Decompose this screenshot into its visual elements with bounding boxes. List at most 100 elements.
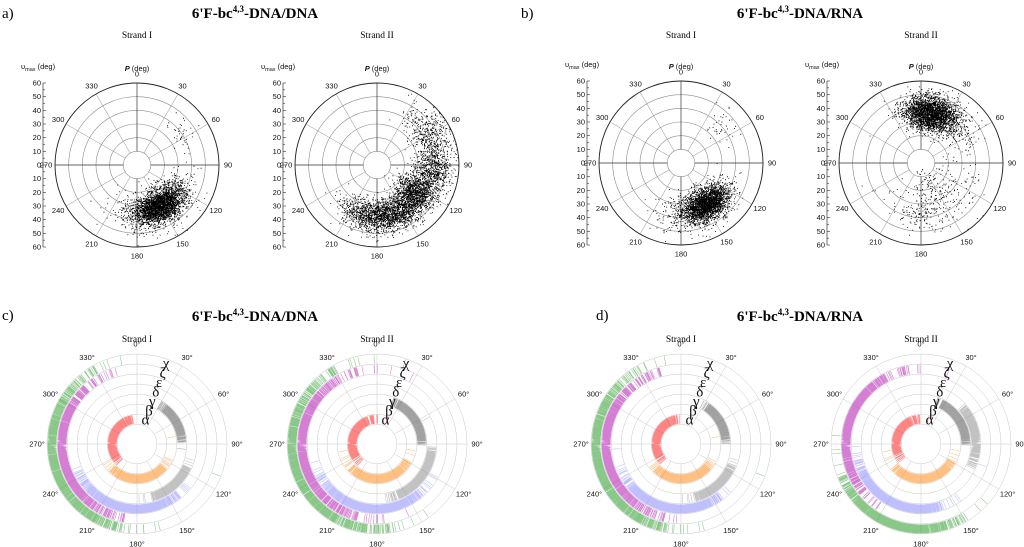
angle-tick-label: 270°: [813, 440, 829, 449]
radial-tick-label: 30: [33, 120, 41, 129]
scatter-points: [631, 102, 744, 243]
scatter-points: [325, 93, 459, 245]
angle-tick-label: 300: [52, 115, 65, 124]
radial-tick-label: 60: [273, 79, 281, 88]
angle-tick-label: 60: [212, 115, 220, 124]
grid-spoke: [635, 365, 672, 427]
scatter-points: [861, 86, 987, 245]
grid-spoke: [930, 365, 967, 427]
angular-axis-label: P (deg): [669, 62, 694, 71]
angle-tick-label: 180: [915, 250, 928, 259]
radial-tick-label: 30: [577, 118, 585, 127]
torsion-label: χ: [162, 356, 170, 372]
angle-tick-label: 240: [836, 204, 849, 213]
grid-spoke: [692, 121, 753, 157]
radial-tick-label: 20: [273, 188, 281, 197]
angle-tick-label: 120: [210, 206, 223, 215]
angle-tick-label: 210°: [79, 526, 95, 535]
radial-tick-label: 50: [817, 227, 825, 236]
polar-plot-a-strand-2: 0306090120150180210240270300330010102020…: [261, 62, 472, 261]
grid-spoke: [388, 123, 449, 159]
panel-b-title: 6'F-bc4,3-DNA/RNA: [737, 4, 863, 22]
radial-tick-label: 10: [273, 174, 281, 183]
angle-tick-label: 0: [375, 70, 379, 79]
angle-tick-label: 270°: [269, 440, 285, 449]
angle-tick-label: 300°: [827, 390, 843, 399]
torsion-label: χ: [706, 356, 714, 372]
angle-tick-label: 240: [292, 206, 305, 215]
radial-tick-label: 20: [33, 133, 41, 142]
angle-tick-label: 240: [52, 206, 65, 215]
radial-axis-label: υmax (deg): [21, 62, 56, 73]
angle-tick-label: 120°: [760, 490, 776, 499]
grid-spoke: [305, 123, 366, 159]
panel-a-strand-2-label: Strand II: [360, 31, 394, 41]
angle-tick-label: 0°: [133, 340, 140, 349]
grid-spoke: [383, 93, 419, 154]
angle-tick-label: 300°: [43, 390, 59, 399]
radial-tick-label: 20: [577, 131, 585, 140]
radial-tick-label: 60: [273, 243, 281, 252]
angle-tick-label: 90: [224, 161, 232, 170]
angle-tick-label: 180: [131, 252, 144, 261]
angle-tick-label: 30: [178, 82, 186, 91]
angle-tick-label: 90: [768, 159, 776, 168]
ring-ε: [851, 446, 987, 514]
torsion-label: χ: [946, 356, 954, 372]
torsion-label: ε: [940, 375, 946, 391]
angle-tick-label: 0: [679, 68, 683, 77]
angle-tick-label: 180: [675, 250, 688, 259]
radial-axis-label: υmax (deg): [805, 60, 840, 71]
radial-tick-label: 40: [33, 215, 41, 224]
ring-ε: [310, 460, 438, 514]
grid-spoke: [879, 174, 915, 235]
radial-tick-label: 50: [577, 90, 585, 99]
ring-β: [103, 436, 176, 484]
panel-a-strand-1-label: Strand I: [122, 31, 152, 41]
torsion-label: δ: [152, 384, 159, 400]
grid-spoke: [335, 93, 371, 154]
grid-spoke: [383, 176, 419, 237]
angle-tick-label: 180: [371, 252, 384, 261]
torsion-label: δ: [936, 384, 943, 400]
radial-tick-label: 50: [817, 90, 825, 99]
grid-spoke: [690, 365, 727, 427]
grid-spoke: [386, 365, 423, 427]
ring-α: [891, 414, 930, 463]
panel-d-strand-1-label: Strand I: [666, 335, 696, 345]
radial-tick-label: 20: [273, 133, 281, 142]
torsion-label: ε: [156, 375, 162, 391]
ring-α: [107, 415, 134, 466]
grid-circle: [900, 423, 942, 465]
angle-tick-label: 60: [452, 115, 460, 124]
panel-letter-c: c): [2, 308, 14, 324]
panel-letter-d: d): [596, 308, 609, 324]
grid-spoke: [927, 174, 963, 235]
angle-tick-label: 180°: [129, 540, 145, 547]
grid-circle: [123, 151, 151, 179]
angular-axis-label: P (deg): [125, 64, 150, 73]
angle-tick-label: 240°: [43, 490, 59, 499]
torsion-label: χ: [402, 356, 410, 372]
grid-spoke: [148, 123, 209, 159]
radial-axis-label: υmax (deg): [261, 62, 296, 73]
grid-spoke: [331, 365, 368, 427]
angle-tick-label: 90: [464, 161, 472, 170]
ring-χ: [47, 356, 221, 534]
angle-tick-label: 300: [596, 113, 609, 122]
angle-tick-label: 180°: [673, 540, 689, 547]
grid-circle: [356, 423, 398, 465]
angle-tick-label: 90°: [471, 440, 482, 449]
panel-c-strand-2-label: Strand II: [360, 335, 394, 345]
grid-spoke: [687, 91, 723, 152]
angle-tick-label: 0: [135, 70, 139, 79]
grid-spoke: [305, 171, 366, 207]
radial-tick-label: 40: [33, 106, 41, 115]
radial-tick-label: 10: [33, 174, 41, 183]
angle-tick-label: 120: [994, 204, 1007, 213]
angle-tick-label: 330°: [319, 353, 335, 362]
torsion-label: ε: [700, 375, 706, 391]
radial-tick-label: 0: [581, 159, 585, 168]
